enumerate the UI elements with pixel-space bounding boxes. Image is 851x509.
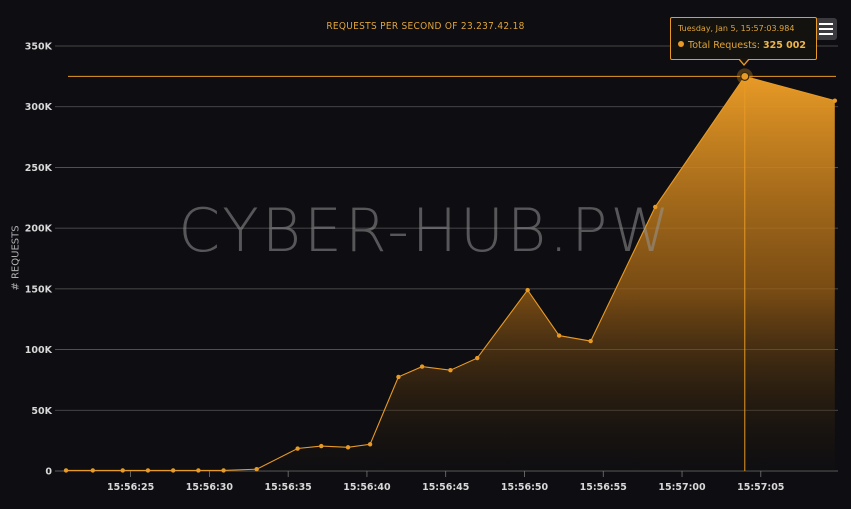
y-tick-label: 50K (31, 406, 52, 417)
data-point[interactable] (556, 333, 562, 338)
tooltip-date: Tuesday, Jan 5, 15:57:03.984 (678, 24, 795, 33)
x-tick-label: 15:56:45 (422, 482, 469, 493)
x-tick-label: 15:56:35 (265, 482, 312, 493)
hamburger-menu-icon[interactable] (815, 18, 837, 40)
y-tick-label: 300K (25, 102, 53, 113)
data-point[interactable] (90, 468, 96, 473)
data-point[interactable] (170, 468, 176, 473)
data-point[interactable] (345, 445, 351, 450)
series-line (66, 75, 835, 471)
data-point[interactable] (120, 468, 125, 473)
data-point[interactable] (448, 368, 453, 373)
x-tick-label: 15:56:25 (107, 482, 154, 493)
data-point[interactable] (319, 443, 324, 449)
data-point[interactable] (588, 338, 593, 344)
series-points (63, 68, 838, 473)
x-tick-label: 15:56:30 (186, 482, 234, 493)
y-tick-label: 0 (45, 467, 52, 478)
data-point[interactable] (653, 204, 658, 210)
x-tick-label: 15:56:55 (580, 482, 627, 493)
y-tick-label: 250K (25, 163, 53, 174)
data-point[interactable] (396, 374, 401, 380)
x-tick-label: 15:56:50 (501, 482, 549, 493)
data-point[interactable] (254, 466, 259, 472)
y-tick-label: 150K (25, 284, 53, 295)
tooltip-row: Total Requests: 325 002 (678, 38, 809, 53)
data-point[interactable] (221, 468, 226, 473)
x-tick-label: 15:57:00 (658, 482, 706, 493)
y-tick-label: 100K (25, 345, 53, 356)
data-point[interactable] (525, 287, 530, 293)
series-dot-icon (678, 41, 684, 47)
data-point[interactable] (475, 355, 480, 361)
x-tick-label: 15:56:40 (343, 482, 391, 493)
chart-title: REQUESTS PER SECOND OF 23.237.42.18 (326, 21, 525, 32)
tooltip: Tuesday, Jan 5, 15:57:03.984 Total Reque… (670, 17, 817, 60)
data-point[interactable] (832, 98, 838, 103)
grid-lines (55, 45, 838, 472)
series-area (66, 76, 835, 472)
x-tick-label: 15:57:05 (737, 482, 784, 493)
y-tick-label: 200K (25, 224, 53, 235)
data-point[interactable] (63, 468, 69, 473)
y-axis: 0 50K 100K 150K 200K 250K 300K 350K (25, 42, 53, 478)
tooltip-arrow-inner (739, 58, 749, 64)
data-point[interactable] (145, 468, 151, 473)
y-axis-label: # REQUESTS (10, 225, 22, 291)
data-point[interactable] (367, 442, 373, 447)
data-point[interactable] (419, 364, 425, 369)
data-point[interactable] (295, 446, 300, 451)
data-point[interactable] (196, 468, 201, 473)
tooltip-value: 325 002 (762, 40, 806, 51)
crosshair (68, 75, 836, 471)
x-axis: 15:56:25 15:56:30 15:56:35 15:56:40 15:56:45… (107, 471, 784, 493)
tooltip-label: Total Requests: (688, 40, 760, 51)
data-point-highlighted[interactable] (740, 71, 750, 81)
y-tick-label: 350K (25, 42, 53, 53)
